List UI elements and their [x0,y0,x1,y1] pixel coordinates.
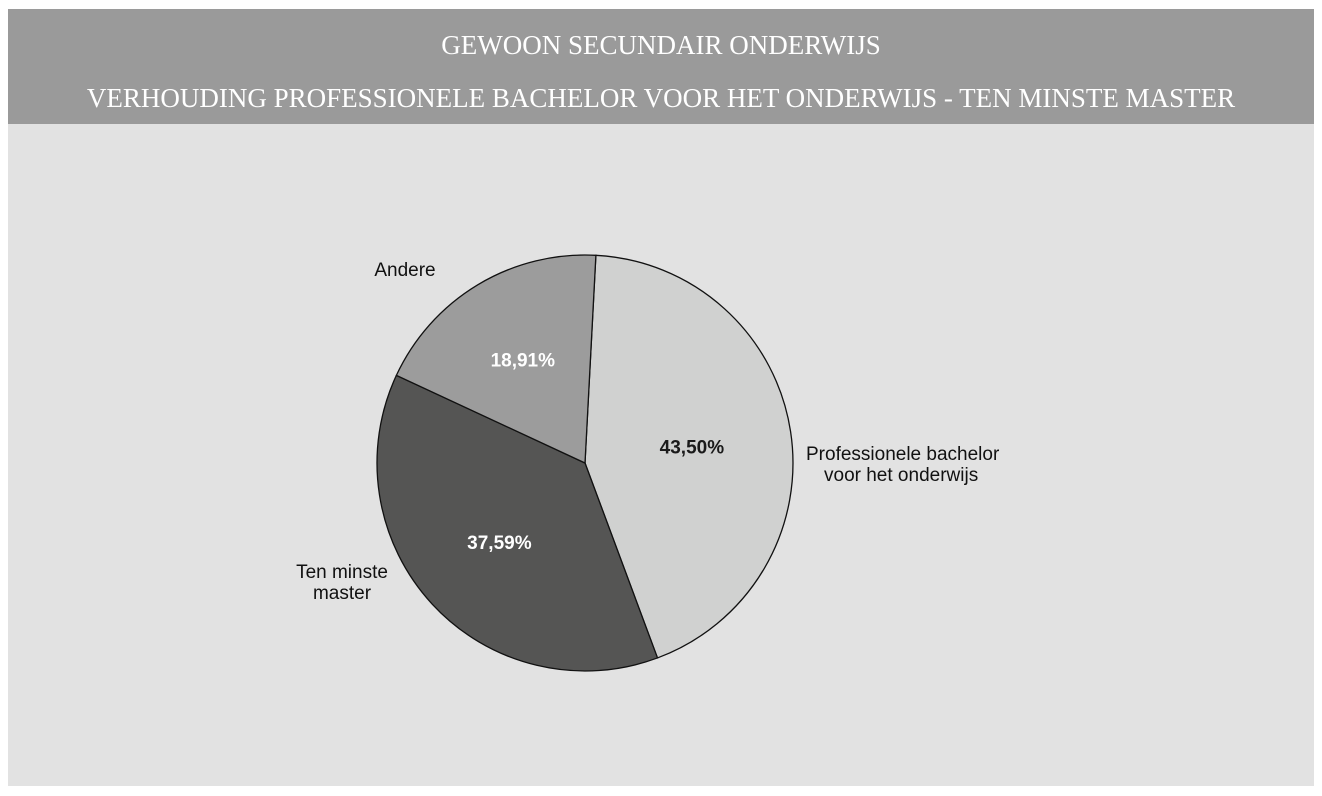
slice-category-label-3: Andere [374,260,435,281]
pie-chart: 43,50% 37,59% 18,91% Professionele bachelo… [296,254,1000,672]
slice-value-label-2: 37,59% [467,533,532,554]
chart-header: GEWOON SECUNDAIR ONDERWIJS VERHOUDING PR… [8,9,1314,124]
slice-category-label-1: Professionele bachelor voor het onderwijs [806,444,1000,486]
pie-slice-1 [584,254,794,659]
chart-title: GEWOON SECUNDAIR ONDERWIJS [441,30,881,60]
chart-subtitle: VERHOUDING PROFESSIONELE BACHELOR VOOR H… [86,83,1236,113]
pie-slice-2 [376,374,659,672]
chart-panel: 43,50% 37,59% 18,91% Professionele bachelo… [8,124,1314,786]
slice-category-label-2: Ten minste master [296,562,388,604]
pie-slice-3 [395,254,597,464]
slice-value-label-3: 18,91% [491,351,556,372]
slice-value-label-1: 43,50% [660,438,725,459]
